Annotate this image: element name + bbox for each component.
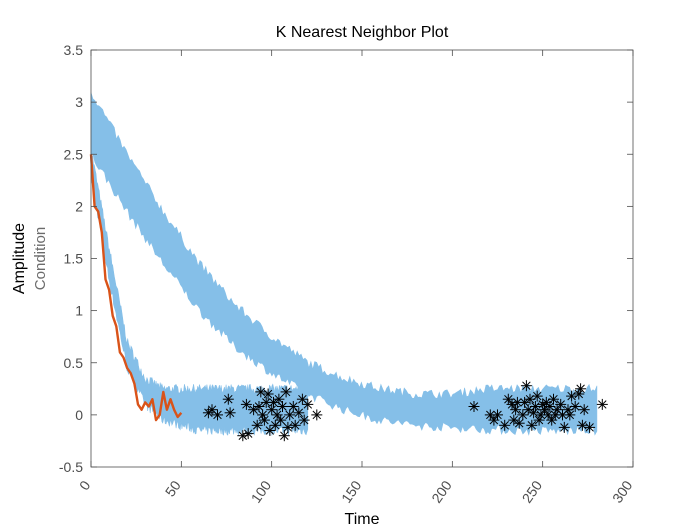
neighbor-endpoint-marker bbox=[526, 419, 538, 431]
neighbor-endpoint-marker bbox=[287, 401, 299, 412]
neighbor-endpoint-marker bbox=[278, 430, 290, 442]
neighbor-endpoint-marker bbox=[275, 414, 287, 426]
neighbor-endpoint-marker bbox=[264, 425, 276, 436]
neighbor-endpoint-marker bbox=[302, 398, 314, 410]
neighbor-endpoint-marker bbox=[513, 417, 525, 429]
plot-data-layer bbox=[89, 92, 608, 442]
neighbor-endpoint-marker bbox=[499, 419, 511, 431]
neighbor-endpoint-marker bbox=[277, 401, 288, 412]
y-tick-label: 3.5 bbox=[64, 42, 84, 58]
neighbor-endpoint-marker bbox=[535, 409, 547, 421]
neighbor-endpoint-marker bbox=[555, 398, 567, 410]
neighbor-endpoint-marker bbox=[282, 421, 294, 433]
neighbor-endpoint-marker bbox=[539, 404, 550, 416]
neighbor-endpoint-marker bbox=[566, 390, 578, 402]
y-axis-secondary-label: Condition bbox=[32, 227, 49, 290]
neighbor-endpoint-marker bbox=[257, 409, 269, 421]
neighbor-endpoint-marker bbox=[548, 393, 559, 405]
neighbor-endpoint-marker bbox=[510, 404, 522, 416]
neighbor-endpoint-marker bbox=[258, 414, 270, 426]
neighbor-endpoint-marker bbox=[520, 380, 532, 392]
y-tick-label: 1 bbox=[75, 303, 83, 319]
neighbor-endpoint-marker bbox=[569, 401, 581, 412]
neighbor-endpoint-marker bbox=[251, 419, 263, 431]
neighbor-endpoint-marker bbox=[529, 401, 541, 412]
neighbor-endpoint-marker bbox=[271, 409, 283, 421]
current-trajectory-line bbox=[89, 154, 183, 422]
neighbor-endpoint-marker bbox=[212, 409, 223, 421]
neighbor-endpoint-marker bbox=[508, 414, 520, 426]
y-tick-label: -0.5 bbox=[59, 459, 83, 475]
x-axis-label: Time bbox=[345, 511, 380, 525]
y-tick-label: 0.5 bbox=[64, 355, 84, 371]
neighbor-endpoint-marker bbox=[262, 388, 274, 400]
y-axis-label: Amplitude bbox=[11, 223, 28, 294]
neighbor-endpoint-marker bbox=[284, 409, 296, 421]
neighbor-endpoint-marker bbox=[578, 404, 590, 416]
neighbor-endpoint-marker bbox=[484, 409, 496, 421]
neighbor-endpoint-marker bbox=[224, 407, 236, 419]
neighbor-endpoint-marker bbox=[242, 428, 254, 440]
neighbor-endpoint-marker bbox=[596, 398, 608, 410]
neighbor-endpoint-marker bbox=[468, 401, 480, 412]
neighbor-endpoint-marker bbox=[575, 383, 587, 395]
neighbor-endpoint-marker bbox=[280, 386, 292, 398]
y-tick-label: 2.5 bbox=[64, 146, 84, 162]
neighbor-endpoint-marker bbox=[298, 414, 310, 426]
neighbor-endpoint-marker bbox=[222, 393, 234, 405]
neighbor-endpoint-marker bbox=[551, 404, 563, 416]
neighbor-endpoint-marker bbox=[248, 404, 260, 416]
neighbor-endpoint-marker bbox=[531, 390, 543, 402]
neighbor-endpoint-marker bbox=[564, 409, 576, 421]
neighbor-endpoint-marker bbox=[506, 398, 518, 410]
neighbor-endpoint-marker bbox=[558, 421, 570, 433]
neighbor-endpoint-marker bbox=[237, 430, 249, 442]
neighbor-endpoint-marker bbox=[492, 409, 503, 421]
y-tick-label: 0 bbox=[75, 407, 83, 423]
neighbor-endpoint-marker bbox=[311, 409, 323, 421]
neighbor-endpoint-marker bbox=[293, 407, 305, 419]
neighbor-endpoint-marker bbox=[255, 386, 267, 398]
neighbor-endpoint-marker bbox=[576, 419, 588, 431]
y-tick-label: 1.5 bbox=[64, 251, 84, 267]
neighbor-endpoint-marker bbox=[273, 393, 285, 405]
y-tick-label: 2 bbox=[75, 198, 83, 214]
neighbor-endpoint-marker bbox=[528, 407, 540, 419]
chart-title: K Nearest Neighbor Plot bbox=[276, 24, 449, 41]
neighbor-endpoint-marker bbox=[584, 421, 596, 433]
y-tick-label: 3 bbox=[75, 94, 83, 110]
neighbor-endpoint-marker bbox=[289, 419, 301, 431]
neighbor-endpoint-marker bbox=[240, 398, 252, 410]
